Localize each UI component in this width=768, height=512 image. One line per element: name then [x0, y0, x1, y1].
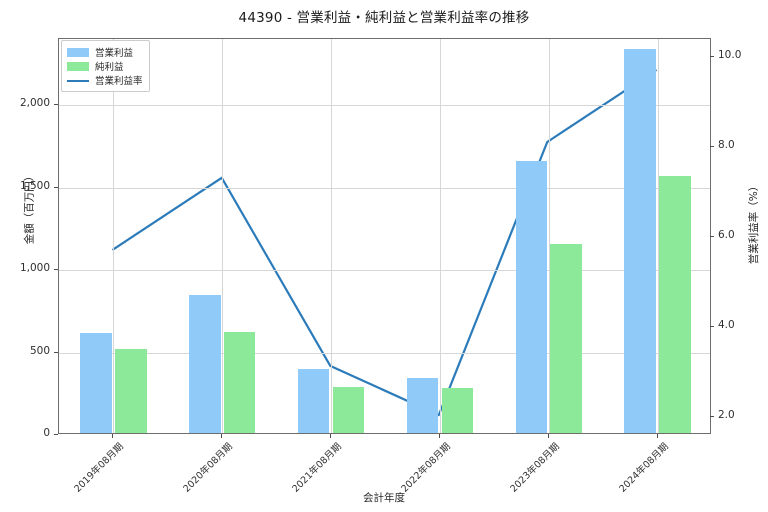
bar-net-profit [332, 386, 365, 433]
gridline-horizontal [59, 270, 710, 271]
x-axis-tick [547, 434, 549, 438]
bar-operating-profit [406, 378, 439, 433]
legend-label-net-profit: 純利益 [95, 62, 124, 73]
gridline-horizontal [59, 187, 710, 189]
gridline-vertical [113, 39, 115, 433]
legend-label-operating-margin: 営業利益率 [95, 76, 143, 87]
y-axis-left-tick-label: 2,000 [19, 97, 50, 109]
bar-operating-profit [189, 295, 221, 433]
x-axis-tick-label: 2023年08月期 [508, 441, 562, 495]
bar-net-profit [115, 348, 147, 433]
bar-operating-profit [515, 160, 548, 433]
x-axis-tick-label: 2020年08月期 [181, 441, 236, 495]
chart-title: 44390 - 営業利益・純利益と営業利益率の推移 [238, 10, 530, 26]
gridline-vertical [548, 39, 550, 433]
y-axis-left-tick-label: 0 [43, 427, 50, 439]
gridline-vertical [439, 39, 441, 433]
gridline-horizontal [59, 352, 710, 354]
x-axis-tick-label: 2021年08月期 [290, 441, 344, 495]
bar-operating-profit [297, 368, 330, 433]
legend-line-operating-margin [67, 75, 89, 86]
legend-swatch-net-profit [67, 61, 89, 71]
y-axis-left-tick [54, 104, 58, 105]
x-axis-tick-label: 2022年08月期 [399, 441, 453, 495]
y-axis-left-tick-label: 1,000 [19, 262, 50, 274]
gridline-vertical [331, 39, 333, 433]
y-axis-left-tick-label: 500 [29, 344, 50, 357]
y-axis-right-label: 営業利益率（%） [748, 180, 761, 265]
x-axis-tick-label: 2019年08月期 [72, 441, 127, 495]
x-axis-tick-label: 2024年08月期 [616, 441, 671, 495]
y-axis-left-tick [54, 186, 58, 188]
x-axis-tick [330, 434, 332, 438]
y-axis-right-tick [710, 146, 714, 147]
chart-legend: 営業利益 純利益 営業利益率 [61, 40, 150, 92]
bar-operating-profit [624, 49, 656, 433]
y-axis-left-tick [54, 434, 58, 435]
legend-item-net-profit: 純利益 [67, 59, 143, 73]
bar-operating-profit [80, 332, 112, 433]
gridline-vertical [657, 39, 659, 433]
y-axis-left-tick [54, 269, 58, 270]
legend-label-operating-profit: 営業利益 [95, 48, 134, 59]
bar-net-profit [659, 176, 691, 433]
y-axis-right-tick-label: 8.0 [718, 139, 735, 151]
bar-net-profit [441, 388, 474, 433]
x-axis-tick [656, 434, 658, 438]
x-axis-tick [438, 434, 440, 438]
x-axis-tick [112, 434, 114, 438]
y-axis-right-tick [710, 236, 714, 237]
y-axis-right-tick-label: 6.0 [718, 229, 735, 241]
y-axis-right-tick-label: 2.0 [718, 409, 735, 421]
plot-area [58, 38, 711, 434]
legend-swatch-operating-profit [67, 47, 89, 57]
y-axis-left-tick-label: 1,500 [19, 179, 50, 192]
y-axis-right-tick [710, 326, 714, 327]
gridline-vertical [222, 39, 224, 433]
y-axis-left-tick [54, 351, 58, 353]
legend-item-operating-margin: 営業利益率 [67, 73, 143, 87]
gridline-horizontal [59, 105, 710, 106]
y-axis-right-tick-label: 10.0 [718, 49, 742, 61]
bar-net-profit [223, 332, 256, 433]
bar-net-profit [550, 244, 582, 433]
x-axis-tick [221, 434, 223, 438]
y-axis-right-tick-label: 4.0 [718, 319, 735, 331]
legend-item-operating-profit: 営業利益 [67, 45, 143, 59]
y-axis-right-tick [710, 416, 714, 417]
y-axis-right-tick [710, 56, 714, 57]
operating-margin-line [112, 69, 657, 417]
x-axis-label: 会計年度 [363, 492, 405, 504]
